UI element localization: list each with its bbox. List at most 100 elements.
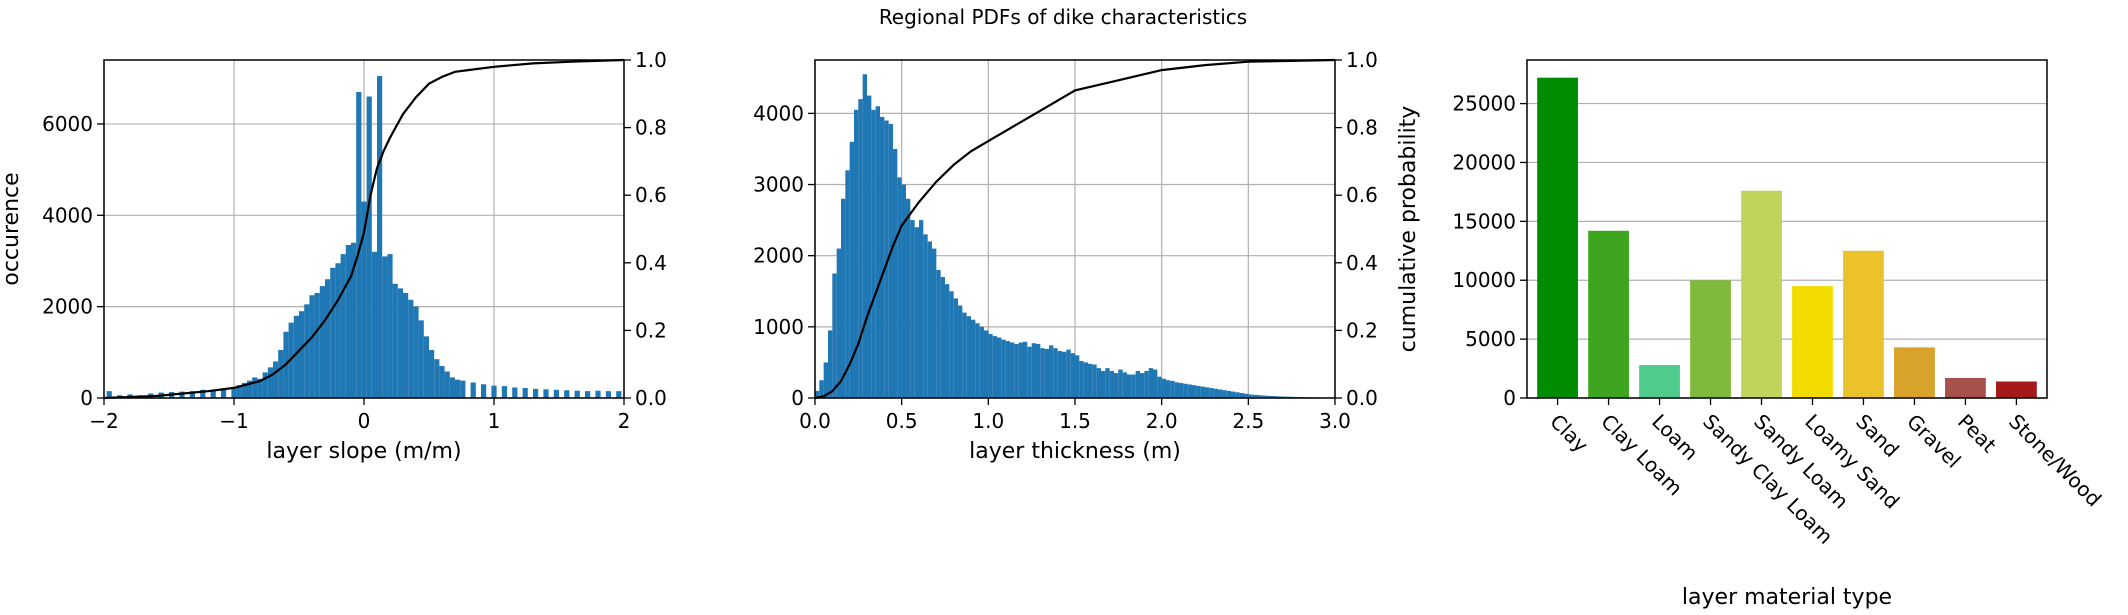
- histogram-bar: [491, 385, 497, 398]
- histogram-bar: [267, 367, 273, 398]
- histogram-bar: [984, 330, 989, 398]
- histogram-bar: [1183, 383, 1188, 398]
- y2-tick-label: 1.0: [1346, 48, 1378, 72]
- histogram-bar: [293, 315, 299, 398]
- histogram-bar: [1044, 348, 1049, 398]
- histogram-bar: [893, 148, 898, 398]
- x-axis-label-slope: layer slope (m/m): [266, 439, 461, 464]
- histogram-bar: [241, 382, 247, 398]
- y-tick-label: 6000: [42, 112, 93, 136]
- panel-thickness: 0.0 0.5 1.0 1.5 2.0 2.5 3.0 01000200030004000 …: [753, 48, 1421, 464]
- histogram-bar: [1079, 360, 1084, 398]
- y2-tick-label: 0.8: [1346, 116, 1378, 140]
- histogram-bar: [910, 220, 915, 398]
- histogram-bar: [1261, 395, 1266, 398]
- histogram-bar: [1070, 353, 1075, 398]
- x-tick-label: Stone/Wood: [2004, 409, 2106, 511]
- histogram-bar: [1144, 370, 1149, 398]
- histogram-bar: [828, 330, 833, 398]
- histogram-bar: [888, 124, 893, 398]
- histogram-bar: [1027, 346, 1032, 398]
- x-tick-label: 1: [488, 409, 501, 433]
- bar-stone-wood: [1996, 381, 2037, 398]
- x-tick-label: Clay: [1545, 409, 1593, 457]
- y-tick-label: 25000: [1452, 92, 1516, 116]
- histogram-bar: [252, 377, 258, 398]
- histogram-bar: [439, 366, 445, 398]
- histogram-bar: [340, 254, 346, 398]
- histogram-bar: [823, 362, 828, 398]
- histogram-bar: [257, 378, 263, 398]
- histogram-bar: [231, 387, 237, 398]
- histogram-bar: [434, 359, 440, 398]
- histogram-bar: [988, 333, 993, 398]
- histogram-bar: [179, 391, 185, 398]
- histogram-bar: [867, 95, 872, 398]
- y-ticks-thickness: 0 1000 2000 3000 4000: [753, 101, 815, 410]
- panel-slope: −2 −1 0 1 2 0 2000 4000 6000 0.0 0.2 0.4 0.6 0.8 1.0…: [0, 48, 667, 464]
- histogram-bar: [832, 273, 837, 398]
- histogram-bar: [1235, 392, 1240, 398]
- histogram-bar: [1040, 348, 1045, 398]
- y2-tick-label: 0.6: [635, 183, 667, 207]
- histogram-bar: [1049, 345, 1054, 398]
- histogram-bar: [553, 389, 559, 398]
- histogram-bar: [1270, 396, 1275, 398]
- histogram-bar: [1170, 380, 1175, 398]
- histogram-bar: [819, 380, 824, 398]
- histogram-bar: [247, 380, 253, 398]
- histogram-bars-slope: [106, 75, 622, 399]
- y-tick-label: 15000: [1452, 209, 1516, 233]
- y2-axis-label-thickness: cumulative probability: [1396, 106, 1421, 353]
- histogram-bar: [361, 201, 367, 398]
- bar-sandy-loam: [1741, 190, 1782, 398]
- histogram-bar: [1062, 351, 1067, 398]
- y-tick-label: 10000: [1452, 268, 1516, 292]
- histogram-bar: [382, 256, 388, 398]
- histogram-bar: [1222, 390, 1227, 398]
- histogram-bar: [958, 305, 963, 398]
- histogram-bar: [449, 377, 455, 398]
- histogram-bar: [616, 391, 622, 398]
- x-ticks-thickness: 0.0 0.5 1.0 1.5 2.0 2.5 3.0: [799, 398, 1351, 433]
- x-tick-label: −1: [219, 409, 248, 433]
- histogram-bar: [481, 384, 487, 398]
- y2-ticks-thickness: 0.0 0.2 0.4 0.6 0.8 1.0: [1335, 48, 1378, 410]
- histogram-bar: [901, 184, 906, 398]
- y2-tick-label: 0.6: [1346, 183, 1378, 207]
- x-tick-label: 2.0: [1146, 409, 1178, 433]
- histogram-bar: [397, 288, 403, 398]
- x-tick-label: 1.5: [1059, 409, 1091, 433]
- y2-tick-label: 0.4: [1346, 251, 1378, 275]
- y-tick-label: 3000: [753, 173, 804, 197]
- cdf-line-thickness: [814, 58, 1336, 400]
- y2-tick-label: 0.8: [635, 116, 667, 140]
- histogram-bar: [1148, 368, 1153, 398]
- histogram-bar: [1226, 390, 1231, 398]
- bar-clay: [1537, 77, 1578, 399]
- histogram-bar: [221, 388, 227, 398]
- histogram-bar: [1010, 342, 1015, 398]
- y-ticks-material: 0 5000 10000 15000 20000 25000: [1452, 92, 1527, 410]
- histogram-bar: [841, 198, 846, 398]
- x-tick-label: 3.0: [1319, 409, 1351, 433]
- histogram-bar: [574, 390, 580, 398]
- histogram-bar: [418, 320, 424, 398]
- histogram-bar: [1114, 373, 1119, 398]
- histogram-bar: [1118, 369, 1123, 398]
- x-tick-label: Gravel: [1902, 409, 1965, 472]
- histogram-bar: [299, 311, 305, 398]
- y2-tick-label: 0.0: [1346, 386, 1378, 410]
- histogram-bar: [1075, 355, 1080, 398]
- histogram-bars-thickness: [815, 74, 1335, 399]
- histogram-bar: [927, 241, 932, 398]
- histogram-bar: [1161, 378, 1166, 398]
- histogram-bar: [278, 350, 284, 398]
- histogram-bar: [992, 336, 997, 398]
- histogram-bar: [1036, 343, 1041, 398]
- histogram-bar: [1239, 393, 1244, 398]
- histogram-bar: [1244, 393, 1249, 398]
- histogram-bar: [971, 319, 976, 398]
